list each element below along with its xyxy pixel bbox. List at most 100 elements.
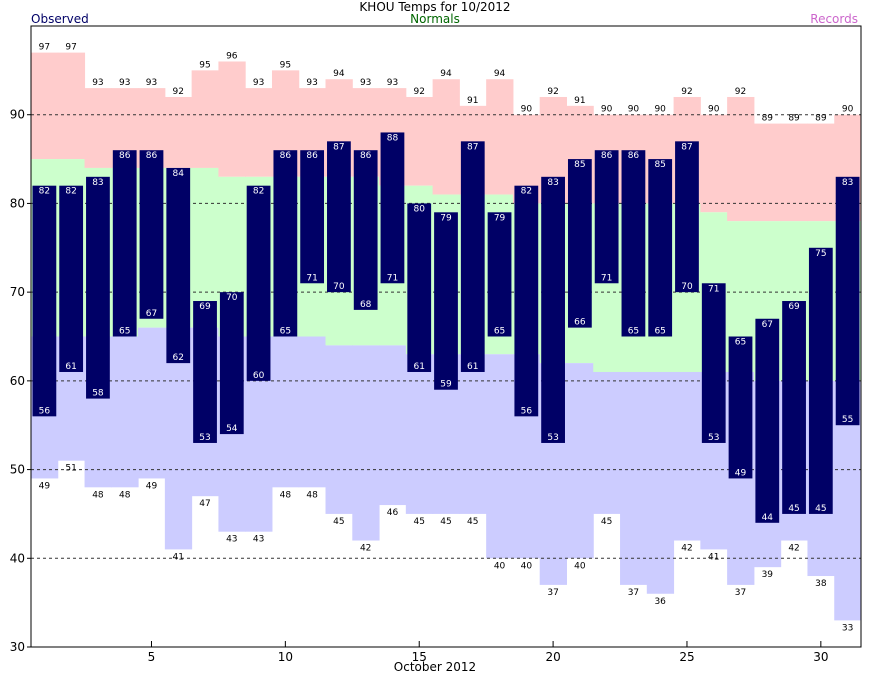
obs-low-label: 71 — [601, 273, 612, 283]
record-high-label: 91 — [467, 96, 478, 106]
record-high-label: 96 — [226, 51, 238, 61]
obs-low-label: 65 — [119, 327, 130, 337]
record-low-band — [405, 354, 434, 514]
obs-low-label: 62 — [173, 353, 184, 363]
record-high-band — [727, 96, 755, 222]
obs-low-label: 53 — [708, 433, 719, 443]
record-high-label: 89 — [815, 114, 827, 124]
record-high-label: 94 — [494, 69, 506, 79]
obs-low-label: 53 — [199, 433, 210, 443]
x-tick-label: 25 — [679, 650, 694, 664]
observed-bar — [166, 167, 191, 364]
x-tick-label: 15 — [412, 650, 427, 664]
record-low-band — [646, 371, 675, 594]
observed-bar — [32, 185, 57, 417]
record-low-label: 37 — [547, 588, 558, 598]
record-low-band — [138, 327, 166, 479]
obs-low-label: 49 — [735, 468, 747, 478]
legend-normals: Normals — [410, 12, 460, 26]
record-high-label: 92 — [413, 87, 424, 97]
obs-low-label: 53 — [547, 433, 558, 443]
obs-low-label: 56 — [39, 406, 51, 416]
obs-high-label: 79 — [494, 213, 506, 223]
obs-high-label: 65 — [735, 338, 746, 348]
obs-low-label: 65 — [654, 327, 665, 337]
record-high-band — [405, 96, 434, 186]
record-low-label: 42 — [360, 544, 371, 554]
record-high-label: 92 — [735, 87, 746, 97]
obs-low-label: 44 — [762, 513, 774, 523]
record-high-label: 92 — [681, 87, 692, 97]
obs-high-label: 82 — [253, 187, 264, 197]
record-low-band — [325, 345, 353, 514]
record-high-label: 90 — [521, 105, 533, 115]
record-high-label: 90 — [628, 105, 640, 115]
obs-low-label: 56 — [521, 406, 533, 416]
observed-bar — [701, 283, 726, 443]
record-low-band — [298, 336, 327, 488]
chart-title: KHOU Temps for 10/2012 — [359, 0, 511, 14]
record-low-label: 37 — [628, 588, 639, 598]
record-low-label: 45 — [440, 517, 451, 527]
record-high-band — [218, 61, 246, 177]
record-high-band — [191, 70, 219, 168]
record-low-label: 51 — [65, 464, 76, 474]
obs-high-label: 83 — [92, 178, 103, 188]
record-low-label: 41 — [173, 552, 184, 562]
record-high-label: 93 — [92, 78, 103, 88]
obs-low-label: 68 — [360, 300, 372, 310]
obs-high-label: 86 — [146, 151, 158, 161]
obs-high-label: 84 — [173, 169, 185, 179]
obs-high-label: 87 — [333, 142, 344, 152]
obs-low-label: 54 — [226, 424, 238, 434]
record-low-label: 42 — [788, 544, 799, 554]
obs-high-label: 83 — [842, 178, 853, 188]
obs-high-label: 83 — [547, 178, 558, 188]
y-tick-label: 80 — [10, 196, 25, 210]
record-low-band — [164, 327, 193, 550]
record-high-label: 93 — [306, 78, 317, 88]
observed-bar — [594, 150, 619, 284]
obs-high-label: 69 — [788, 302, 800, 312]
record-high-label: 97 — [39, 43, 50, 53]
record-high-label: 92 — [173, 87, 184, 97]
obs-high-label: 67 — [762, 320, 773, 330]
record-high-label: 89 — [762, 114, 774, 124]
record-low-label: 41 — [708, 552, 719, 562]
y-tick-label: 60 — [10, 374, 25, 388]
obs-low-label: 67 — [146, 309, 157, 319]
observed-bar — [728, 336, 753, 479]
observed-bar — [112, 150, 137, 337]
record-high-label: 89 — [788, 114, 800, 124]
obs-high-label: 79 — [440, 213, 452, 223]
record-low-band — [486, 354, 514, 559]
obs-low-label: 59 — [440, 380, 452, 390]
obs-low-label: 45 — [815, 504, 826, 514]
record-high-band — [700, 114, 728, 213]
plot-frame — [30, 25, 862, 648]
record-low-label: 45 — [413, 517, 424, 527]
record-high-label: 90 — [842, 105, 854, 115]
record-low-label: 45 — [333, 517, 344, 527]
y-tick-label: 50 — [10, 463, 25, 477]
record-low-label: 38 — [815, 579, 827, 589]
record-high-label: 90 — [708, 105, 720, 115]
record-low-label: 48 — [280, 490, 292, 500]
obs-low-label: 66 — [574, 318, 586, 328]
legend-records: Records — [810, 12, 858, 26]
record-high-label: 93 — [119, 78, 130, 88]
record-high-label: 95 — [280, 60, 291, 70]
obs-high-label: 82 — [65, 187, 76, 197]
observed-bar — [675, 141, 699, 293]
observed-bar — [407, 203, 432, 372]
record-high-band — [807, 123, 835, 222]
record-low-label: 46 — [387, 508, 399, 518]
obs-low-label: 65 — [628, 327, 639, 337]
obs-high-label: 69 — [199, 302, 211, 312]
obs-high-label: 80 — [413, 204, 425, 214]
obs-high-label: 87 — [681, 142, 692, 152]
record-low-label: 40 — [521, 561, 533, 571]
obs-high-label: 75 — [815, 249, 826, 259]
observed-bar — [434, 212, 458, 390]
